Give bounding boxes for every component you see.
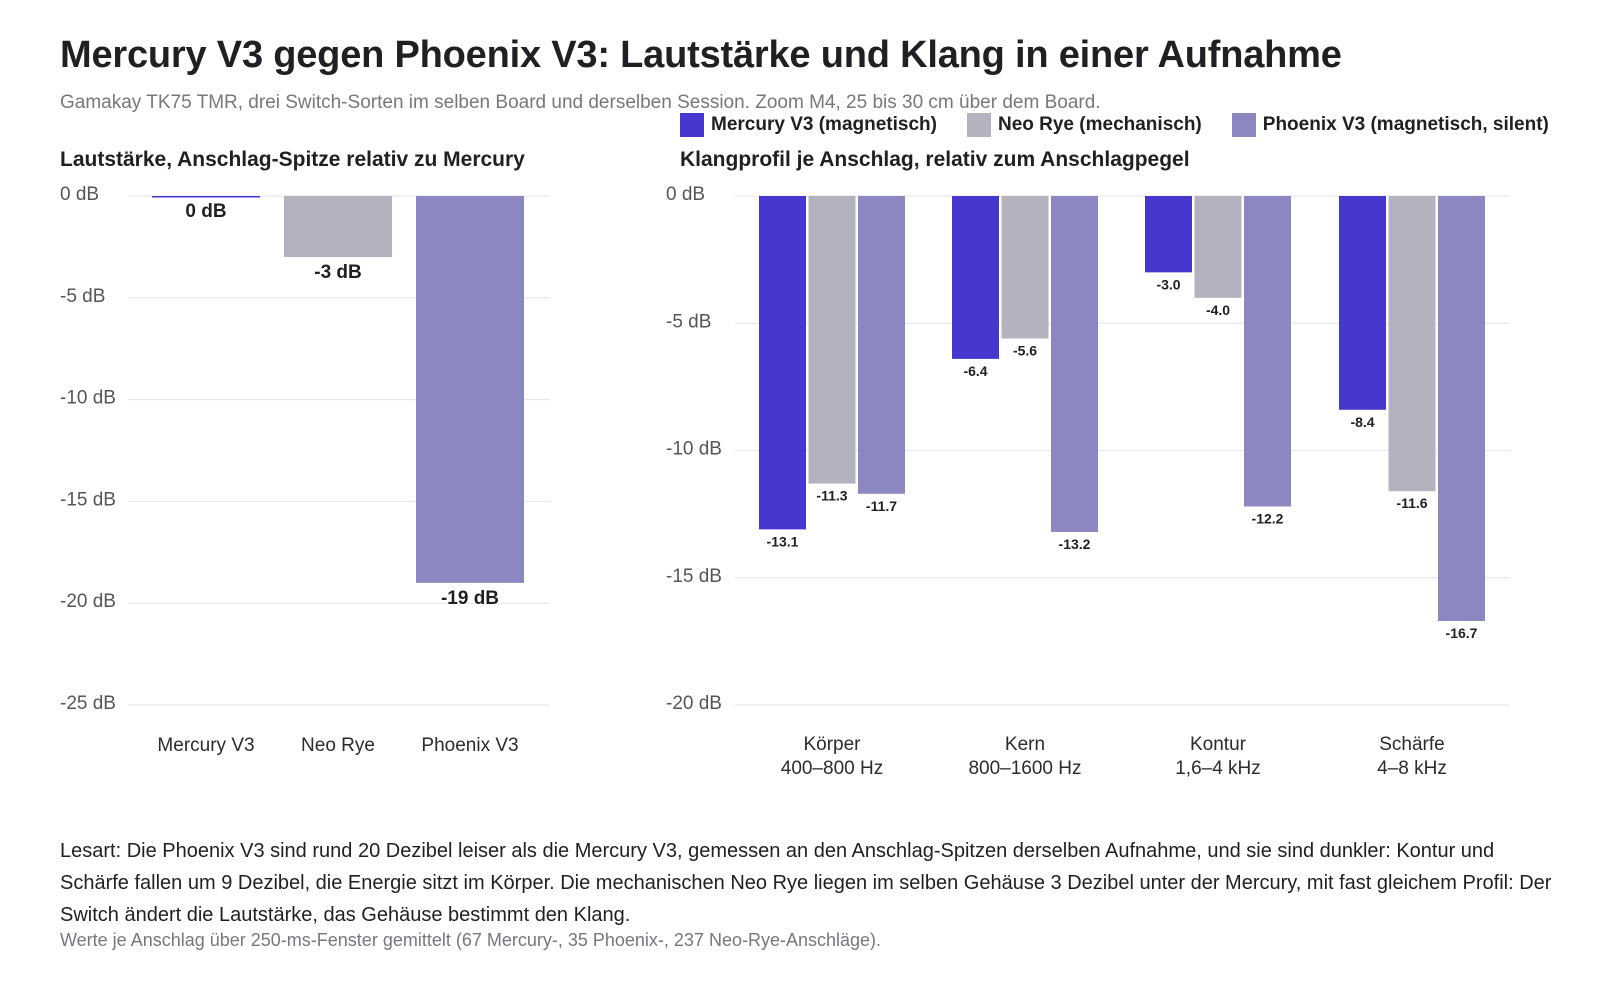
profile-value-label: -6.4 [963,363,987,379]
footnote: Werte je Anschlag über 250-ms-Fenster ge… [60,930,882,950]
profile-value-label: -13.1 [767,533,799,549]
profile-bar [1145,196,1192,273]
legend-swatch-mercury [680,113,704,137]
loudness-value-label: 0 dB [185,201,226,222]
x-category-label: Phoenix V3 [421,735,518,756]
x-category-label: Kontur [1190,734,1247,755]
x-category-label: Schärfe [1379,734,1444,755]
y-tick-label: -25 dB [60,693,116,714]
x-category-sublabel: 400–800 Hz [781,758,883,779]
y-tick-label: -20 dB [666,693,722,714]
y-tick-label: -5 dB [60,286,105,307]
legend-label-mercury: Mercury V3 (magnetisch) [711,114,937,135]
y-tick-label: -5 dB [666,311,711,332]
legend-swatch-neo-rye [966,113,991,137]
page-subtitle: Gamakay TK75 TMR, drei Switch-Sorten im … [60,92,1101,113]
legend-item-phoenix: Phoenix V3 (magnetisch, silent) [1231,113,1549,137]
loudness-bar [284,196,392,258]
loudness-chart: 0 dB -5 dB -10 dB -15 dB -20 dB -25 dB 0 dB Mer… [60,184,550,756]
y-tick-label: 0 dB [60,184,99,205]
x-category-sublabel: 800–1600 Hz [968,758,1081,779]
profile-bar [759,196,806,530]
y-tick-label: -10 dB [60,388,116,409]
profile-value-label: -11.6 [1396,495,1427,511]
profile-value-label: -13.2 [1059,536,1091,552]
profile-bar [1001,196,1049,339]
profile-bar [1388,196,1436,492]
profile-value-label: -5.6 [1013,343,1037,359]
x-category-label: Neo Rye [301,735,375,756]
profile-bar [1194,196,1242,298]
legend-item-neo-rye: Neo Rye (mechanisch) [966,113,1202,137]
profile-bar [1339,196,1386,410]
x-category-label: Mercury V3 [157,735,254,756]
profile-value-label: -16.7 [1446,625,1478,641]
y-tick-label: -10 dB [666,439,722,460]
x-category-sublabel: 1,6–4 kHz [1175,758,1261,779]
profile-bar [808,196,856,484]
legend-label-neo-rye: Neo Rye (mechanisch) [997,114,1202,135]
legend: Mercury V3 (magnetisch) Neo Rye (mechani… [680,113,1579,137]
loudness-value-label: -3 dB [314,262,362,283]
profile-bar [952,196,999,359]
profile-value-label: -3.0 [1156,276,1180,292]
page-title: Mercury V3 gegen Phoenix V3: Lautstärke … [60,34,1342,76]
legend-swatch-phoenix [1231,113,1256,137]
y-tick-label: -20 dB [60,591,116,612]
profile-bar [1051,196,1098,532]
profile-value-label: -11.7 [866,498,897,514]
legend-item-mercury: Mercury V3 (magnetisch) [680,113,937,137]
loudness-value-label: -19 dB [441,588,499,609]
x-category-label: Körper [803,734,861,755]
profile-value-label: -8.4 [1350,414,1374,430]
sound-profile-chart: 0 dB -5 dB -10 dB -15 dB -20 dB -13.1 -11.3 -11… [666,184,1510,779]
profile-bar [858,196,905,494]
loudness-bar [416,196,524,583]
profile-value-label: -11.3 [816,488,847,504]
y-tick-label: 0 dB [666,184,705,205]
x-category-label: Kern [1005,734,1045,755]
right-chart-title: Klangprofil je Anschlag, relativ zum Ans… [680,148,1190,171]
x-category-sublabel: 4–8 kHz [1377,758,1447,779]
profile-value-label: -12.2 [1252,510,1284,526]
loudness-bar [152,196,260,198]
profile-bar [1244,196,1291,507]
left-chart-title: Lautstärke, Anschlag-Spitze relativ zu M… [60,148,525,171]
profile-value-label: -4.0 [1206,302,1230,318]
reading-note: Lesart: Die Phoenix V3 sind rund 20 Dezi… [60,840,1552,926]
y-tick-label: -15 dB [60,489,116,510]
legend-label-phoenix: Phoenix V3 (magnetisch, silent) [1262,114,1549,135]
y-tick-label: -15 dB [666,566,722,587]
profile-bar [1438,196,1485,622]
